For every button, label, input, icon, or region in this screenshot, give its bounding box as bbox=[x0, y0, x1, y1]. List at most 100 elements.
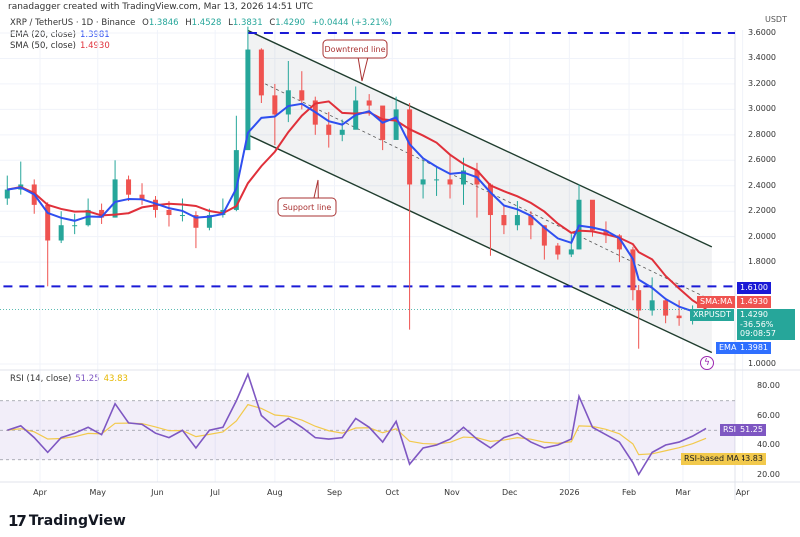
candle-body bbox=[636, 290, 642, 311]
sma-legend[interactable]: SMA (50, close) 1.4930 bbox=[10, 41, 110, 51]
support-trendline bbox=[247, 134, 713, 354]
candle-body bbox=[139, 194, 145, 200]
rsi-line bbox=[7, 371, 707, 477]
candle-body bbox=[99, 209, 105, 218]
candle-body bbox=[326, 124, 332, 135]
price-tick-label: 3.2000 bbox=[748, 78, 776, 88]
last-price-badge: 1.4290 -36.56% 09:08:57 bbox=[737, 309, 795, 340]
candle-body bbox=[447, 179, 453, 185]
price-tick-label: 3.4000 bbox=[748, 53, 776, 63]
candle-body bbox=[4, 189, 10, 199]
candle-body bbox=[45, 204, 51, 241]
date-tick-label: Apr bbox=[735, 488, 750, 497]
lightning-icon[interactable]: ϟ bbox=[700, 356, 714, 370]
support-callout-text: Support line bbox=[283, 203, 332, 212]
candle-body bbox=[179, 215, 185, 217]
date-tick-label: Dec bbox=[501, 488, 518, 497]
chart-credit: ranadagger created with TradingView.com,… bbox=[8, 2, 314, 12]
date-tick-label: May bbox=[89, 488, 107, 497]
candle-body bbox=[420, 179, 426, 185]
candle-body bbox=[272, 95, 278, 115]
price-tick-label: 2.0000 bbox=[748, 231, 776, 241]
sma-name-badge: SMA:MA bbox=[697, 296, 736, 308]
ema-legend[interactable]: EMA (20, close) 1.3981 bbox=[10, 30, 110, 40]
candle-body bbox=[676, 315, 682, 319]
date-tick-label: Aug bbox=[267, 488, 283, 497]
tradingview-mark-icon: 17 bbox=[8, 512, 27, 530]
tradingview-logo[interactable]: 17 TradingView bbox=[8, 512, 126, 530]
date-tick-label: Feb bbox=[621, 488, 637, 497]
support-callout-box bbox=[277, 197, 337, 217]
candle-body bbox=[555, 245, 561, 255]
rsi-ma-value: 43.83 bbox=[103, 374, 128, 384]
date-tick-label: Nov bbox=[444, 488, 460, 497]
symbol-name-badge: XRPUSDT bbox=[690, 309, 734, 321]
candle-body bbox=[366, 100, 372, 106]
open-value: 1.3846 bbox=[148, 18, 179, 28]
rsi-tick-label: 20.00 bbox=[757, 469, 780, 479]
candle-body bbox=[528, 215, 534, 226]
candle-body bbox=[193, 215, 199, 228]
candle-body bbox=[434, 179, 440, 181]
sma-price-badge: 1.4930 bbox=[737, 296, 771, 308]
rsi-name-badge: RSI bbox=[720, 424, 739, 436]
candle-body bbox=[589, 199, 595, 231]
downtrend-callout-pointer bbox=[357, 57, 369, 82]
candle-body bbox=[166, 209, 172, 216]
candle-body bbox=[58, 225, 64, 241]
candle-body bbox=[461, 170, 466, 185]
candle-body bbox=[72, 225, 78, 227]
candle-body bbox=[663, 300, 669, 316]
price-axis-unit: USDT bbox=[765, 15, 787, 24]
percent-change: -36.56% bbox=[740, 319, 774, 329]
rsi-tick-label: 60.00 bbox=[757, 410, 780, 420]
symbol-title[interactable]: XRP / TetherUS · 1D · Binance bbox=[10, 18, 136, 28]
ema-price-badge: 1.3981 bbox=[737, 342, 771, 354]
ema-value: 1.3981 bbox=[79, 30, 110, 40]
downtrend-trendline bbox=[247, 29, 713, 248]
level-badge: 1.6100 bbox=[737, 282, 771, 294]
price-tick-label: 2.6000 bbox=[748, 155, 776, 165]
date-tick-label: Jul bbox=[210, 488, 220, 497]
date-tick-label: Mar bbox=[675, 488, 691, 497]
rsi-ma-badge: 43.83 bbox=[737, 453, 766, 465]
rsi-value: 51.25 bbox=[75, 374, 100, 384]
candle-body bbox=[487, 184, 493, 216]
close-value: 1.4290 bbox=[275, 18, 306, 28]
candle-body bbox=[541, 225, 547, 246]
low-value: 1.3831 bbox=[232, 18, 263, 28]
candle-body bbox=[126, 179, 132, 195]
date-tick-label: Sep bbox=[326, 488, 343, 497]
price-tick-label: 3.0000 bbox=[748, 104, 776, 114]
candle-body bbox=[206, 215, 212, 228]
candle-body bbox=[112, 179, 118, 218]
candle-body bbox=[630, 249, 636, 291]
date-tick-label: 2026 bbox=[559, 488, 580, 497]
rsi-badge: 51.25 bbox=[737, 424, 766, 436]
rsi-ma-line bbox=[7, 403, 707, 456]
candle-body bbox=[299, 90, 305, 101]
candle-body bbox=[285, 90, 291, 115]
candle-body bbox=[603, 230, 609, 236]
channel-fill bbox=[247, 30, 712, 353]
bar-countdown: 09:08:57 bbox=[740, 329, 776, 338]
rsi-legend[interactable]: RSI (14, close) 51.25 43.83 bbox=[10, 374, 128, 384]
candle-body bbox=[258, 49, 264, 96]
downtrend-callout-text: Downtrend line bbox=[325, 45, 386, 54]
price-tick-label: 2.8000 bbox=[748, 129, 776, 139]
rsi-tick-label: 80.00 bbox=[757, 381, 780, 390]
price-tick-label: 3.6000 bbox=[748, 28, 776, 37]
candle-body bbox=[85, 209, 91, 226]
candle-body bbox=[514, 215, 520, 226]
candle-body bbox=[339, 129, 345, 135]
candle-body bbox=[616, 235, 622, 250]
ema-20-line bbox=[7, 102, 707, 313]
ema-name-badge: EMA bbox=[716, 342, 740, 354]
candle-body bbox=[649, 300, 655, 311]
candle-body bbox=[233, 150, 239, 210]
downtrend-callout-box bbox=[322, 39, 388, 59]
price-tick-label: 2.4000 bbox=[748, 180, 776, 190]
price-tick-label: 1.0000 bbox=[748, 358, 776, 368]
candle-body bbox=[568, 249, 574, 255]
